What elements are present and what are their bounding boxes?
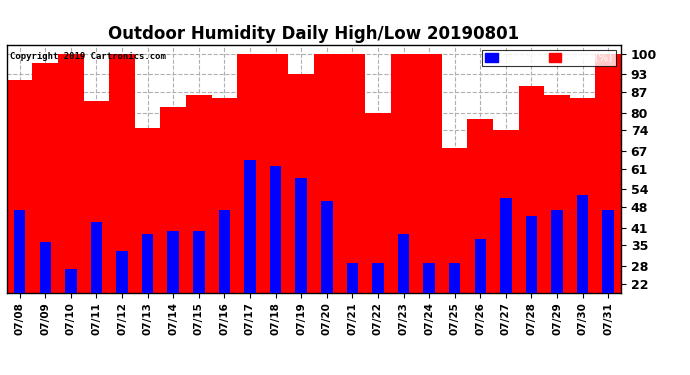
Bar	[526, 216, 538, 348]
Bar	[58, 54, 83, 348]
Bar	[109, 54, 135, 348]
Bar	[500, 198, 511, 348]
Bar	[7, 80, 32, 348]
Bar	[314, 54, 339, 348]
Bar	[424, 263, 435, 348]
Bar	[339, 54, 365, 348]
Bar	[219, 210, 230, 348]
Bar	[391, 54, 416, 348]
Bar	[475, 240, 486, 348]
Bar	[193, 231, 204, 348]
Bar	[39, 242, 51, 348]
Bar	[346, 263, 358, 348]
Bar	[295, 178, 307, 348]
Bar	[160, 107, 186, 348]
Bar	[90, 222, 102, 348]
Bar	[244, 160, 256, 348]
Bar	[468, 118, 493, 348]
Bar	[493, 130, 519, 348]
Bar	[449, 263, 460, 348]
Bar	[577, 195, 589, 348]
Bar	[397, 234, 409, 348]
Bar	[372, 263, 384, 348]
Bar	[321, 201, 333, 348]
Legend: Low  (%), High  (%): Low (%), High (%)	[482, 50, 615, 66]
Bar	[270, 166, 282, 348]
Bar	[365, 113, 391, 348]
Bar	[602, 210, 614, 348]
Bar	[142, 234, 153, 348]
Bar	[117, 251, 128, 348]
Bar	[519, 86, 544, 348]
Bar	[32, 63, 58, 348]
Bar	[212, 98, 237, 348]
Bar	[570, 98, 595, 348]
Bar	[135, 128, 160, 348]
Bar	[263, 54, 288, 348]
Bar	[442, 148, 468, 348]
Bar	[237, 54, 263, 348]
Bar	[83, 101, 109, 348]
Title: Outdoor Humidity Daily High/Low 20190801: Outdoor Humidity Daily High/Low 20190801	[108, 26, 520, 44]
Text: Copyright 2019 Cartronics.com: Copyright 2019 Cartronics.com	[10, 53, 166, 62]
Bar	[65, 269, 77, 348]
Bar	[168, 231, 179, 348]
Bar	[544, 95, 570, 348]
Bar	[595, 54, 621, 348]
Bar	[186, 95, 212, 348]
Bar	[551, 210, 563, 348]
Bar	[288, 75, 314, 348]
Bar	[14, 210, 26, 348]
Bar	[416, 54, 442, 348]
